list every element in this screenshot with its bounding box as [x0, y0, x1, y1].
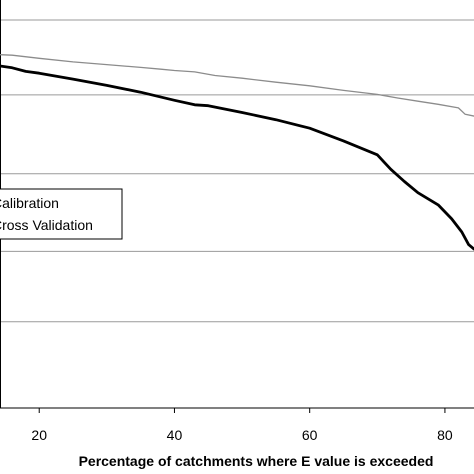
- legend-box: [0, 188, 123, 240]
- x-axis-ticks: 20 40 60 80: [31, 408, 453, 443]
- series-line-calibration: [0, 54, 474, 117]
- x-tick-label: 80: [437, 427, 453, 443]
- x-axis-title: Percentage of catchments where E value i…: [79, 453, 434, 469]
- series-layer: [0, 54, 474, 251]
- x-tick-label: 60: [302, 427, 318, 443]
- legend-label: Calibration: [0, 195, 59, 211]
- gridlines: [0, 19, 474, 323]
- x-tick-label: 20: [31, 427, 47, 443]
- x-tick-label: 40: [167, 427, 183, 443]
- series-line-cross-validation: [0, 64, 474, 251]
- legend: Calibration Cross Validation: [0, 188, 123, 240]
- legend-label: Cross Validation: [0, 217, 93, 233]
